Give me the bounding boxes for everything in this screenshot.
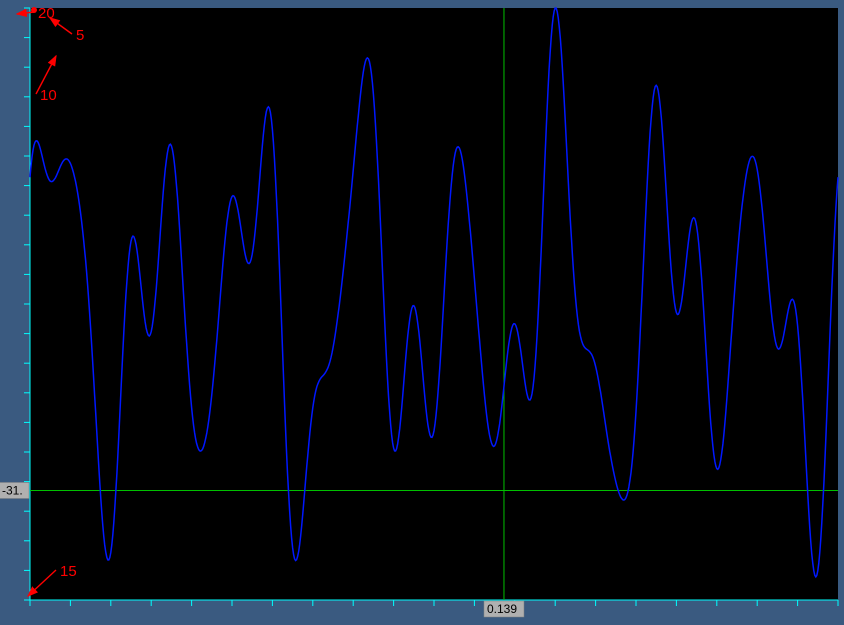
annotation-label-10: 10 (40, 87, 57, 104)
annotation-label-15: 15 (60, 563, 77, 580)
plot-background (30, 8, 838, 600)
y-cursor-label: -31. (2, 483, 23, 497)
x-cursor-label: 0.139 (487, 602, 517, 616)
oscilloscope-view: -31.0.1392051015 (0, 0, 844, 625)
annotation-label-5: 5 (76, 27, 84, 44)
annotation-marker-20 (31, 7, 37, 13)
waveform-chart: -31.0.1392051015 (0, 0, 844, 625)
